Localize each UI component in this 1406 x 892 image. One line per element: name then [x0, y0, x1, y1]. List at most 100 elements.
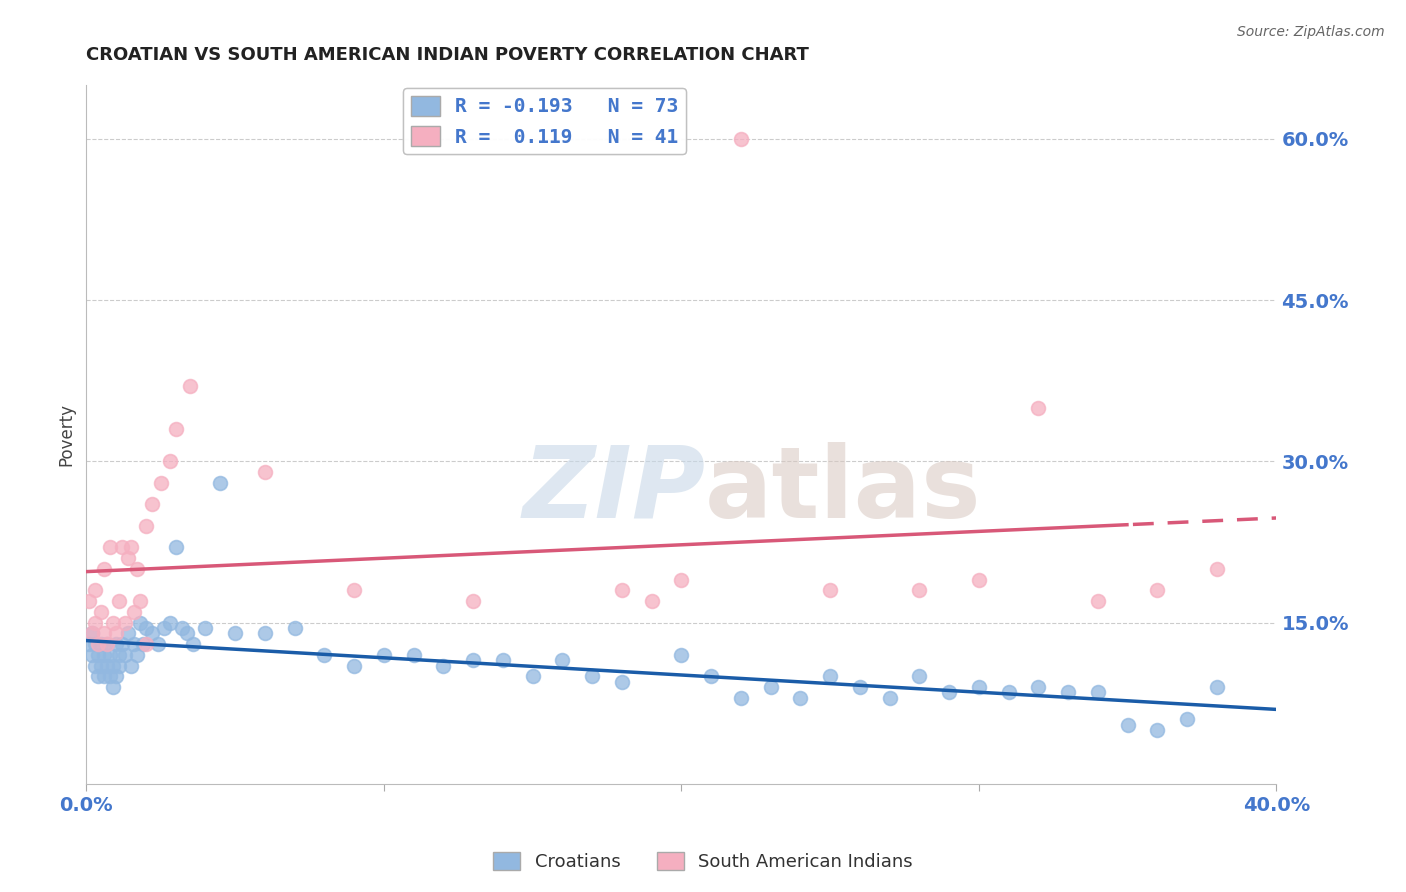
Point	[114, 615, 136, 630]
Point	[253, 626, 276, 640]
Point	[176, 626, 198, 640]
Point	[128, 615, 150, 630]
Point	[432, 658, 454, 673]
Point	[84, 615, 107, 630]
Point	[117, 626, 139, 640]
Point	[700, 669, 723, 683]
Point	[170, 621, 193, 635]
Point	[108, 648, 131, 662]
Point	[90, 658, 112, 673]
Point	[165, 422, 187, 436]
Point	[128, 594, 150, 608]
Point	[373, 648, 395, 662]
Point	[343, 658, 366, 673]
Legend: R = -0.193   N = 73, R =  0.119   N = 41: R = -0.193 N = 73, R = 0.119 N = 41	[402, 88, 686, 154]
Point	[1206, 562, 1229, 576]
Point	[105, 626, 128, 640]
Point	[730, 132, 752, 146]
Point	[146, 637, 169, 651]
Point	[132, 637, 155, 651]
Point	[84, 583, 107, 598]
Point	[997, 685, 1019, 699]
Point	[108, 594, 131, 608]
Point	[1028, 401, 1050, 415]
Point	[849, 680, 872, 694]
Point	[640, 594, 662, 608]
Point	[87, 648, 110, 662]
Point	[461, 653, 484, 667]
Point	[120, 541, 142, 555]
Text: ZIP: ZIP	[522, 442, 706, 539]
Text: CROATIAN VS SOUTH AMERICAN INDIAN POVERTY CORRELATION CHART: CROATIAN VS SOUTH AMERICAN INDIAN POVERT…	[86, 46, 810, 64]
Point	[105, 637, 128, 651]
Point	[818, 669, 841, 683]
Point	[671, 648, 693, 662]
Point	[183, 637, 205, 651]
Point	[105, 669, 128, 683]
Point	[125, 562, 148, 576]
Point	[1087, 594, 1109, 608]
Point	[1206, 680, 1229, 694]
Point	[581, 669, 603, 683]
Point	[122, 637, 145, 651]
Point	[343, 583, 366, 598]
Point	[1146, 723, 1168, 737]
Point	[98, 541, 121, 555]
Point	[461, 594, 484, 608]
Point	[120, 658, 142, 673]
Point	[111, 541, 134, 555]
Point	[610, 583, 633, 598]
Point	[87, 669, 110, 683]
Point	[908, 669, 931, 683]
Point	[159, 615, 181, 630]
Point	[101, 658, 124, 673]
Point	[551, 653, 574, 667]
Point	[610, 674, 633, 689]
Point	[967, 680, 990, 694]
Point	[209, 475, 232, 490]
Point	[98, 648, 121, 662]
Point	[908, 583, 931, 598]
Point	[93, 648, 115, 662]
Text: Source: ZipAtlas.com: Source: ZipAtlas.com	[1237, 25, 1385, 39]
Point	[522, 669, 544, 683]
Point	[111, 637, 134, 651]
Point	[314, 648, 336, 662]
Point	[194, 621, 217, 635]
Point	[141, 626, 163, 640]
Point	[967, 573, 990, 587]
Point	[108, 658, 131, 673]
Point	[1028, 680, 1050, 694]
Point	[789, 690, 811, 705]
Point	[96, 637, 118, 651]
Point	[87, 637, 110, 651]
Text: atlas: atlas	[706, 442, 981, 539]
Point	[114, 648, 136, 662]
Point	[84, 658, 107, 673]
Point	[1057, 685, 1080, 699]
Y-axis label: Poverty: Poverty	[58, 403, 75, 466]
Point	[90, 637, 112, 651]
Point	[96, 637, 118, 651]
Point	[125, 648, 148, 662]
Point	[1146, 583, 1168, 598]
Point	[179, 379, 201, 393]
Point	[135, 621, 157, 635]
Point	[402, 648, 425, 662]
Point	[135, 519, 157, 533]
Point	[93, 562, 115, 576]
Legend: Croatians, South American Indians: Croatians, South American Indians	[486, 845, 920, 879]
Point	[122, 605, 145, 619]
Point	[224, 626, 246, 640]
Point	[141, 497, 163, 511]
Point	[165, 541, 187, 555]
Point	[492, 653, 515, 667]
Point	[82, 626, 104, 640]
Point	[82, 648, 104, 662]
Point	[77, 637, 100, 651]
Point	[159, 454, 181, 468]
Point	[96, 658, 118, 673]
Point	[98, 669, 121, 683]
Point	[730, 690, 752, 705]
Point	[101, 615, 124, 630]
